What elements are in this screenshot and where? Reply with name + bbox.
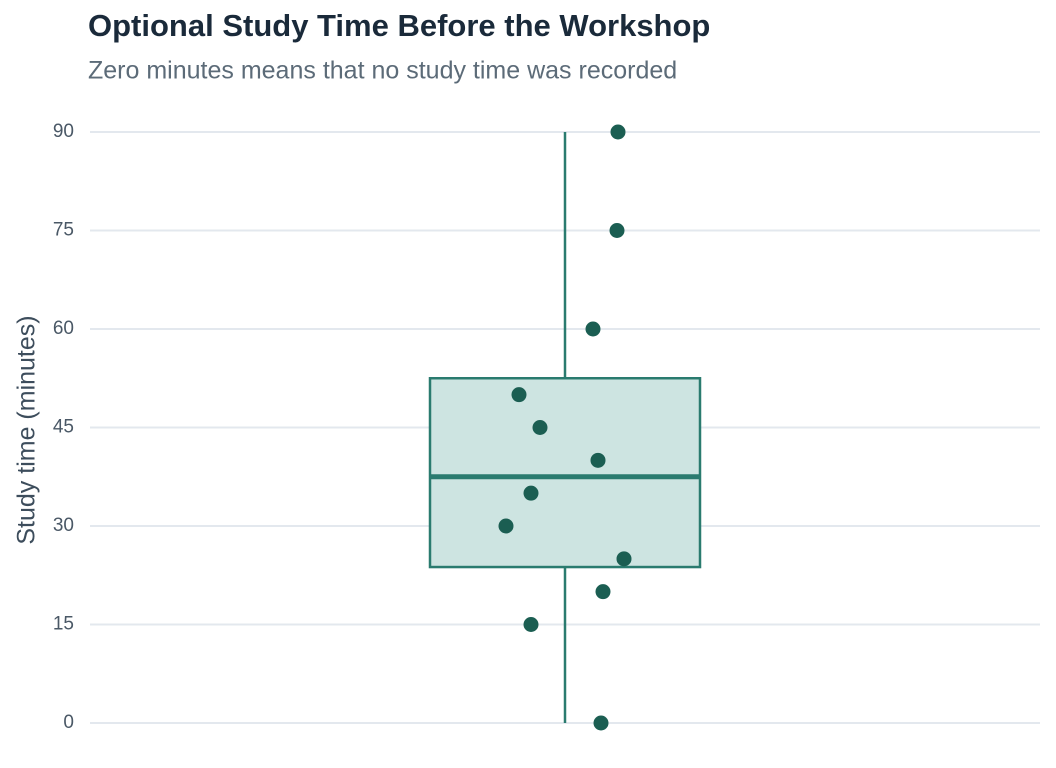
- y-tick-label: 30: [53, 515, 74, 536]
- data-point: [498, 518, 514, 534]
- box: [428, 377, 702, 569]
- data-point: [511, 387, 527, 403]
- data-point: [593, 715, 609, 731]
- data-point: [585, 321, 601, 337]
- chart-title: Optional Study Time Before the Workshop: [88, 8, 710, 43]
- y-tick-label: 45: [53, 417, 74, 438]
- chart-subtitle: Zero minutes means that no study time wa…: [88, 57, 677, 85]
- data-point: [532, 420, 548, 435]
- y-tick-label: 75: [53, 220, 74, 241]
- y-tick-label: 0: [63, 712, 74, 733]
- data-point: [590, 452, 606, 468]
- data-point: [595, 584, 611, 600]
- data-point: [610, 124, 626, 140]
- y-tick-label: 60: [53, 318, 74, 339]
- data-point: [616, 551, 632, 567]
- y-tick-label: 15: [53, 614, 74, 635]
- y-tick-label: 90: [53, 121, 74, 142]
- data-point: [523, 485, 539, 501]
- data-point: [609, 223, 625, 238]
- y-axis-label: Study time (minutes): [13, 315, 41, 544]
- data-point: [523, 617, 539, 632]
